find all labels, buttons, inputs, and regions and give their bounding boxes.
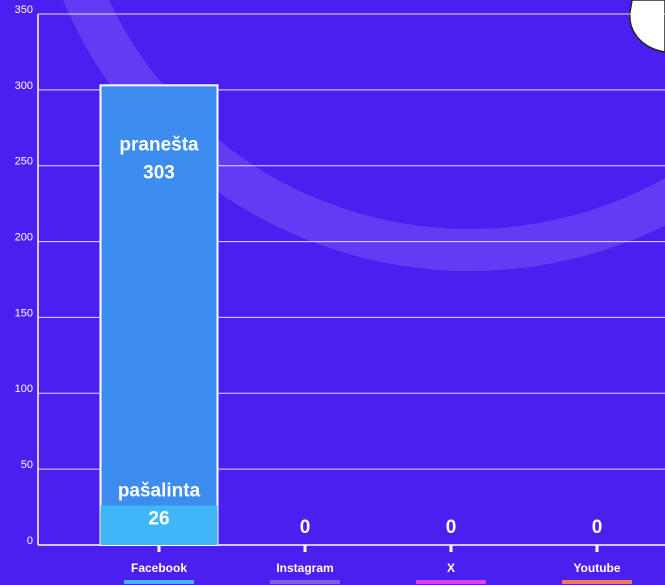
speech-bubble: [629, 0, 665, 53]
x-tick-label: Instagram: [276, 561, 333, 575]
x-tick-label: Facebook: [131, 561, 187, 575]
category-underline: [562, 580, 632, 584]
y-tick-label: 250: [15, 156, 33, 168]
bar: [100, 505, 218, 545]
series-label: pašalinta: [118, 481, 201, 502]
series-label: pranešta: [119, 134, 199, 155]
value-label: 26: [148, 509, 169, 530]
y-tick-label: 100: [15, 383, 33, 395]
y-tick-label: 50: [21, 459, 33, 471]
value-label: 0: [300, 517, 311, 538]
y-tick-label: 0: [27, 535, 33, 547]
decorative-arc: [63, 0, 665, 271]
value-label: 0: [592, 517, 603, 538]
bar: [99, 84, 219, 546]
y-tick-label: 200: [15, 231, 33, 243]
category-underline: [416, 580, 486, 584]
category-underline: [270, 580, 340, 584]
value-label: 303: [143, 162, 175, 183]
y-tick-label: 350: [15, 4, 33, 16]
category-underline: [124, 580, 194, 584]
x-tick-label: X: [447, 561, 455, 575]
value-label: 0: [446, 517, 457, 538]
y-tick-label: 150: [15, 307, 33, 319]
x-tick-label: Youtube: [573, 561, 620, 575]
y-tick-label: 300: [15, 80, 33, 92]
plot-area: 0 50 100 150 200 250 300 350 Facebook pranešta 303…: [15, 4, 665, 584]
